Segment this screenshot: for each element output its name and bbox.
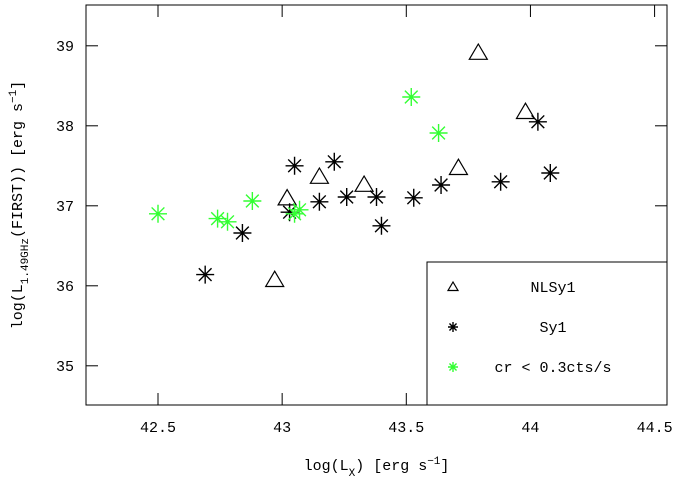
y-axis-label-part: 1.49GHz	[20, 238, 32, 284]
asterisk-marker	[402, 88, 421, 106]
legend-label: NLSy1	[530, 280, 575, 297]
triangle-marker	[448, 158, 469, 176]
y-tick-label: 35	[56, 359, 74, 376]
y-tick-label: 38	[56, 119, 74, 136]
legend-label: cr < 0.3cts/s	[494, 360, 611, 377]
asterisk-marker	[196, 265, 215, 284]
x-axis-label-part: −1	[427, 456, 441, 468]
asterisk-marker	[337, 188, 356, 206]
asterisk-marker	[233, 224, 252, 242]
y-tick-label: 39	[56, 39, 74, 56]
legend-label: Sy1	[539, 320, 566, 337]
x-axis-label-part: X	[349, 468, 356, 480]
x-tick-label: 42.5	[140, 420, 176, 437]
x-tick-label: 44	[521, 420, 539, 437]
asterisk-marker	[218, 212, 237, 231]
asterisk-marker	[429, 124, 448, 142]
triangle-marker	[515, 102, 536, 120]
asterisk-marker	[528, 112, 547, 131]
y-axis-label-part: ]	[10, 81, 27, 90]
asterisk-marker	[367, 188, 386, 206]
asterisk-marker	[280, 203, 299, 222]
x-axis-label: log(LX) [erg s−1]	[304, 456, 450, 480]
x-axis-label-part: ) [erg s	[355, 458, 427, 475]
triangle-marker	[354, 174, 375, 192]
x-tick-label: 43	[273, 420, 291, 437]
asterisk-marker	[404, 188, 423, 207]
triangle-marker	[277, 188, 298, 206]
y-tick-label: 37	[56, 199, 74, 216]
asterisk-marker	[285, 156, 304, 175]
y-axis-label: log(L1.49GHz(FIRST)) [erg s−1]	[8, 81, 32, 329]
x-tick-label: 43.5	[388, 420, 424, 437]
triangle-marker	[309, 166, 330, 184]
asterisk-marker	[310, 192, 329, 211]
asterisk-marker	[243, 192, 262, 210]
y-axis-label-part: log(L	[10, 284, 27, 329]
asterisk-marker	[149, 204, 168, 223]
asterisk-marker	[372, 216, 391, 235]
plot-frame	[85, 4, 668, 406]
x-tick-label: 44.5	[637, 420, 673, 437]
asterisk-marker	[208, 209, 227, 228]
legend-box	[426, 261, 668, 406]
triangle-marker	[468, 42, 489, 60]
asterisk-marker	[448, 362, 458, 372]
x-axis-label-part: ]	[440, 458, 449, 475]
y-tick-label: 36	[56, 279, 74, 296]
triangle-marker	[264, 270, 285, 288]
asterisk-marker	[541, 164, 560, 182]
asterisk-marker	[290, 200, 309, 219]
asterisk-marker	[491, 172, 510, 191]
y-axis-label-part: −1	[8, 89, 20, 103]
asterisk-marker	[325, 152, 344, 171]
asterisk-marker	[432, 176, 451, 194]
asterisk-marker	[448, 322, 458, 332]
triangle-marker	[446, 280, 460, 292]
x-axis-label-part: log(L	[304, 458, 349, 475]
y-axis-label-part: (FIRST)) [erg s	[10, 103, 27, 238]
